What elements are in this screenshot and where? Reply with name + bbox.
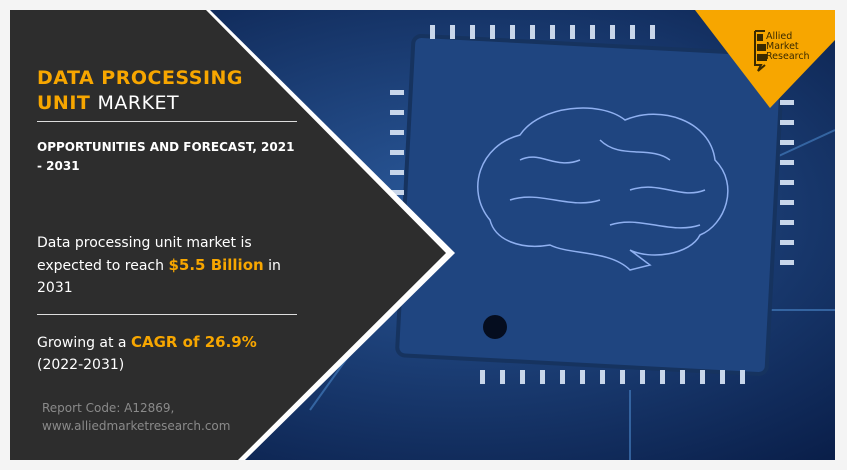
report-code: Report Code: A12869, www.alliedmarketrese… (42, 401, 231, 433)
logo-icon (754, 30, 767, 72)
logo-text: Allied Market Research (766, 31, 810, 62)
infographic-card: DATA PROCESSING UNIT MARKET OPPORTUNITIE… (10, 10, 835, 460)
market-size-text: Data processing unit market is expected … (37, 235, 281, 296)
divider (37, 121, 297, 122)
subtitle: OPPORTUNITIES AND FORECAST, 2021 - 2031 (37, 140, 295, 173)
page-title: DATA PROCESSING UNIT MARKET (37, 67, 244, 114)
divider (37, 314, 297, 315)
brain-icon (477, 107, 729, 271)
cagr-text: Growing at a CAGR of 26.9% (2022-2031) (37, 333, 257, 373)
website-link[interactable]: www.alliedmarketresearch.com (42, 419, 231, 433)
